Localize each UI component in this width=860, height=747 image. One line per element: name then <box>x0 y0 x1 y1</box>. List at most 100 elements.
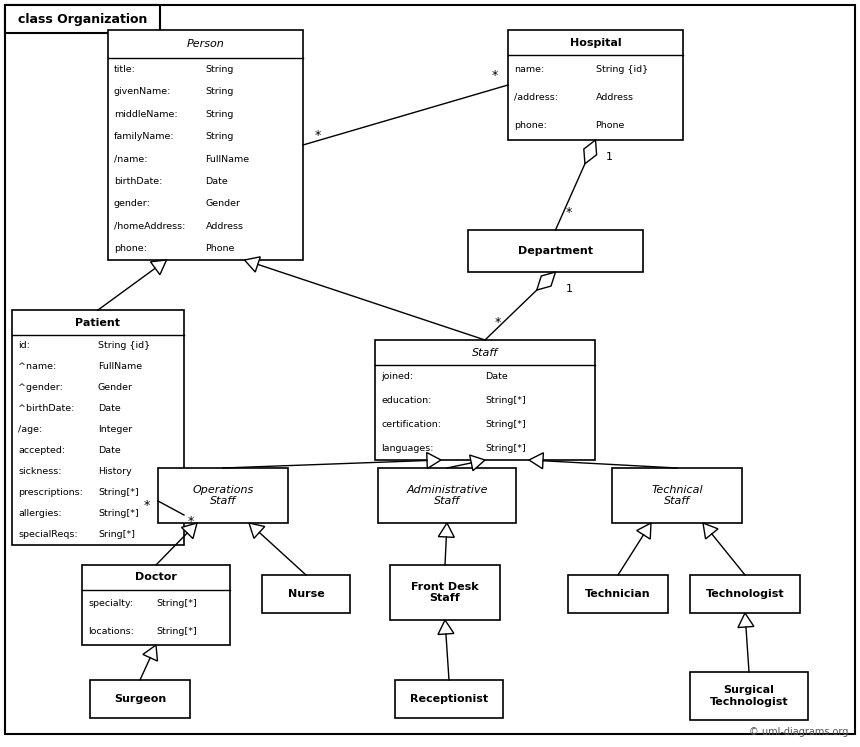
Polygon shape <box>438 620 454 634</box>
Text: Technologist: Technologist <box>706 589 784 599</box>
Text: Integer: Integer <box>98 425 132 434</box>
Text: String {id}: String {id} <box>595 65 648 74</box>
Text: *: * <box>566 206 572 219</box>
Text: Hospital: Hospital <box>569 37 621 48</box>
Text: String[*]: String[*] <box>98 488 138 497</box>
Text: String: String <box>206 132 234 141</box>
Polygon shape <box>439 523 454 537</box>
Text: String[*]: String[*] <box>485 396 525 405</box>
Text: Phone: Phone <box>595 121 625 130</box>
Text: education:: education: <box>381 396 432 405</box>
Text: Technician: Technician <box>585 589 651 599</box>
Text: /address:: /address: <box>514 93 558 102</box>
Bar <box>395 680 503 718</box>
Text: /homeAddress:: /homeAddress: <box>114 222 186 231</box>
Bar <box>108 30 303 260</box>
Text: String: String <box>206 65 234 74</box>
Text: /age:: /age: <box>18 425 42 434</box>
Bar <box>262 575 350 613</box>
Text: ^name:: ^name: <box>18 362 56 371</box>
Bar <box>375 340 595 460</box>
Text: Person: Person <box>187 39 224 49</box>
Text: *: * <box>315 129 322 142</box>
Text: id:: id: <box>18 341 30 350</box>
Bar <box>390 565 500 620</box>
Text: String: String <box>206 110 234 119</box>
Text: joined:: joined: <box>381 372 413 382</box>
Bar <box>508 30 683 140</box>
Polygon shape <box>427 453 441 468</box>
Text: Gender: Gender <box>98 383 133 392</box>
Bar <box>568 575 668 613</box>
Text: *: * <box>188 515 194 528</box>
Bar <box>158 468 288 523</box>
Polygon shape <box>470 455 485 471</box>
Polygon shape <box>584 140 597 164</box>
Text: *: * <box>492 69 498 82</box>
Text: Doctor: Doctor <box>135 572 177 583</box>
Text: languages:: languages: <box>381 444 433 453</box>
Text: String[*]: String[*] <box>156 599 197 608</box>
Text: name:: name: <box>514 65 544 74</box>
Polygon shape <box>181 523 197 539</box>
Text: Technical
Staff: Technical Staff <box>651 485 703 506</box>
Text: FullName: FullName <box>206 155 249 164</box>
Text: locations:: locations: <box>88 627 134 636</box>
Text: specialty:: specialty: <box>88 599 133 608</box>
Polygon shape <box>636 523 651 539</box>
Text: *: * <box>144 499 150 512</box>
Text: © uml-diagrams.org: © uml-diagrams.org <box>748 727 848 737</box>
Text: ^gender:: ^gender: <box>18 383 63 392</box>
Text: Patient: Patient <box>76 317 120 327</box>
Bar <box>82 565 230 645</box>
Text: Gender: Gender <box>206 199 241 208</box>
Polygon shape <box>703 523 718 539</box>
Text: String: String <box>206 87 234 96</box>
Polygon shape <box>249 523 265 539</box>
Text: Administrative
Staff: Administrative Staff <box>406 485 488 506</box>
Text: familyName:: familyName: <box>114 132 175 141</box>
Text: *: * <box>495 316 501 329</box>
Polygon shape <box>529 453 544 469</box>
Bar <box>690 672 808 720</box>
Text: Front Desk
Staff: Front Desk Staff <box>411 582 479 604</box>
Text: Address: Address <box>595 93 634 102</box>
Text: Date: Date <box>98 446 120 455</box>
Text: specialReqs:: specialReqs: <box>18 530 77 539</box>
Text: sickness:: sickness: <box>18 467 62 476</box>
Text: Surgeon: Surgeon <box>114 694 166 704</box>
Text: gender:: gender: <box>114 199 150 208</box>
Bar <box>378 468 516 523</box>
Text: Staff: Staff <box>472 347 498 358</box>
Text: Operations
Staff: Operations Staff <box>193 485 254 506</box>
Text: birthDate:: birthDate: <box>114 177 163 186</box>
Text: FullName: FullName <box>98 362 142 371</box>
Text: /name:: /name: <box>114 155 148 164</box>
Polygon shape <box>244 257 261 272</box>
Text: certification:: certification: <box>381 420 441 429</box>
Text: Phone: Phone <box>206 244 235 253</box>
Text: String {id}: String {id} <box>98 341 150 350</box>
Text: String[*]: String[*] <box>98 509 138 518</box>
Text: Surgical
Technologist: Surgical Technologist <box>710 685 789 707</box>
Text: accepted:: accepted: <box>18 446 65 455</box>
Bar <box>690 575 800 613</box>
Text: Address: Address <box>206 222 243 231</box>
Text: class Organization: class Organization <box>18 13 147 25</box>
Text: Nurse: Nurse <box>287 589 324 599</box>
Polygon shape <box>738 613 754 627</box>
Text: allergies:: allergies: <box>18 509 62 518</box>
Text: givenName:: givenName: <box>114 87 171 96</box>
Bar <box>612 468 742 523</box>
Bar <box>90 680 190 718</box>
Text: String[*]: String[*] <box>485 444 525 453</box>
Text: 1: 1 <box>566 284 573 294</box>
Text: phone:: phone: <box>514 121 547 130</box>
Bar <box>12 310 184 545</box>
Bar <box>468 230 643 272</box>
Polygon shape <box>537 272 556 290</box>
Text: ^birthDate:: ^birthDate: <box>18 404 74 413</box>
Text: 1: 1 <box>605 152 612 162</box>
Text: String[*]: String[*] <box>156 627 197 636</box>
Text: title:: title: <box>114 65 136 74</box>
